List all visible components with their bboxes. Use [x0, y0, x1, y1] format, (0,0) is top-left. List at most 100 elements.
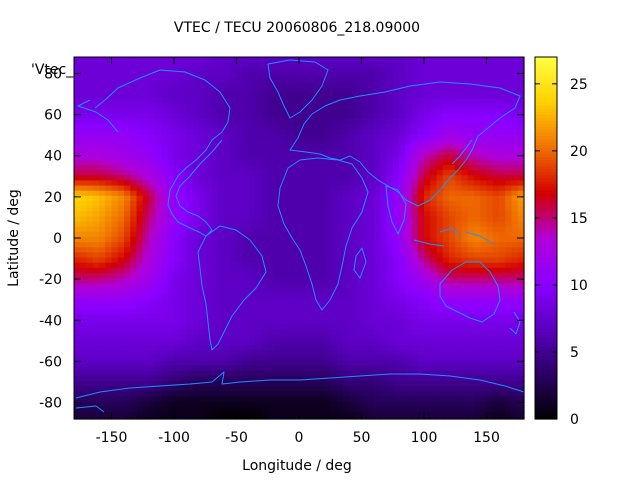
heatmap-cell	[336, 344, 344, 351]
heatmap-cell	[405, 175, 413, 182]
heatmap-cell	[517, 365, 525, 372]
heatmap-cell	[92, 288, 100, 295]
heatmap-cell	[355, 396, 363, 403]
heatmap-cell	[449, 185, 456, 192]
heatmap-cell	[386, 236, 394, 243]
heatmap-cell	[411, 262, 419, 269]
heatmap-cell	[505, 113, 513, 120]
heatmap-cell	[136, 247, 144, 253]
heatmap-cell	[430, 226, 438, 233]
heatmap-cell	[336, 334, 344, 341]
heatmap-cell	[517, 113, 525, 120]
heatmap-cell	[192, 314, 200, 320]
heatmap-cell	[111, 190, 119, 197]
heatmap-cell	[492, 180, 500, 187]
heatmap-cell	[255, 206, 263, 212]
heatmap-cell	[461, 134, 469, 140]
heatmap-cell	[211, 149, 219, 156]
heatmap-cell	[267, 118, 275, 125]
heatmap-cell	[261, 370, 269, 377]
heatmap-cell	[299, 288, 306, 295]
heatmap-cell	[249, 252, 256, 259]
heatmap-cell	[311, 62, 319, 68]
heatmap-cell	[349, 360, 356, 367]
heatmap-cell	[92, 170, 100, 176]
heatmap-cell	[224, 406, 231, 413]
heatmap-cell	[217, 293, 225, 300]
heatmap-cell	[80, 123, 88, 130]
heatmap-cell	[442, 82, 450, 89]
heatmap-cell	[292, 278, 300, 284]
heatmap-cell	[180, 128, 188, 135]
heatmap-cell	[317, 57, 325, 63]
heatmap-cell	[224, 257, 231, 264]
heatmap-cell	[205, 195, 213, 202]
heatmap-cell	[311, 87, 319, 94]
heatmap-cell	[261, 236, 269, 243]
heatmap-cell	[474, 242, 481, 248]
heatmap-cell	[130, 134, 138, 140]
heatmap-cell	[192, 108, 200, 115]
heatmap-cell	[124, 365, 131, 372]
heatmap-cell	[205, 370, 213, 377]
heatmap-cell	[136, 283, 144, 289]
heatmap-cell	[449, 62, 456, 68]
heatmap-cell	[405, 396, 413, 403]
heatmap-cell	[286, 134, 294, 140]
heatmap-cell	[367, 103, 375, 110]
heatmap-cell	[174, 82, 181, 89]
heatmap-cell	[230, 170, 238, 176]
heatmap-cell	[480, 216, 488, 223]
heatmap-cell	[130, 226, 138, 233]
heatmap-cell	[330, 242, 338, 248]
heatmap-cell	[136, 278, 144, 284]
heatmap-cell	[330, 123, 338, 130]
heatmap-cell	[499, 278, 506, 284]
heatmap-cell	[505, 278, 513, 284]
heatmap-cell	[305, 339, 313, 346]
heatmap-cell	[261, 82, 269, 89]
heatmap-cell	[317, 170, 325, 176]
heatmap-cell	[155, 170, 163, 176]
heatmap-cell	[86, 298, 94, 305]
heatmap-cell	[317, 82, 325, 89]
heatmap-cell	[355, 67, 363, 74]
heatmap-cell	[236, 283, 244, 289]
heatmap-cell	[417, 319, 425, 325]
heatmap-cell	[449, 360, 456, 367]
heatmap-cell	[492, 375, 500, 382]
heatmap-cell	[267, 134, 275, 140]
heatmap-cell	[342, 355, 350, 361]
heatmap-cell	[86, 242, 94, 248]
heatmap-cell	[99, 57, 106, 63]
heatmap-cell	[380, 360, 388, 367]
heatmap-cell	[336, 180, 344, 187]
heatmap-cell	[161, 211, 169, 217]
heatmap-cell	[149, 82, 156, 89]
heatmap-cell	[286, 329, 294, 336]
heatmap-cell	[449, 298, 456, 305]
heatmap-cell	[211, 380, 219, 387]
heatmap-cell	[149, 159, 156, 166]
heatmap-cell	[324, 206, 331, 212]
heatmap-cell	[499, 391, 506, 397]
heatmap-cell	[436, 298, 444, 305]
heatmap-cell	[124, 247, 131, 253]
heatmap-cell	[399, 72, 406, 79]
heatmap-cell	[374, 103, 381, 110]
heatmap-cell	[155, 329, 163, 336]
heatmap-cell	[205, 103, 213, 110]
heatmap-cell	[430, 195, 438, 202]
heatmap-cell	[492, 185, 500, 192]
heatmap-cell	[117, 195, 125, 202]
heatmap-cell	[305, 370, 313, 377]
heatmap-cell	[461, 87, 469, 94]
heatmap-cell	[461, 360, 469, 367]
heatmap-cell	[199, 236, 206, 243]
heatmap-cell	[274, 267, 281, 274]
heatmap-cell	[174, 175, 181, 182]
heatmap-cell	[442, 123, 450, 130]
heatmap-cell	[99, 206, 106, 212]
heatmap-cell	[149, 278, 156, 284]
heatmap-cell	[461, 221, 469, 228]
